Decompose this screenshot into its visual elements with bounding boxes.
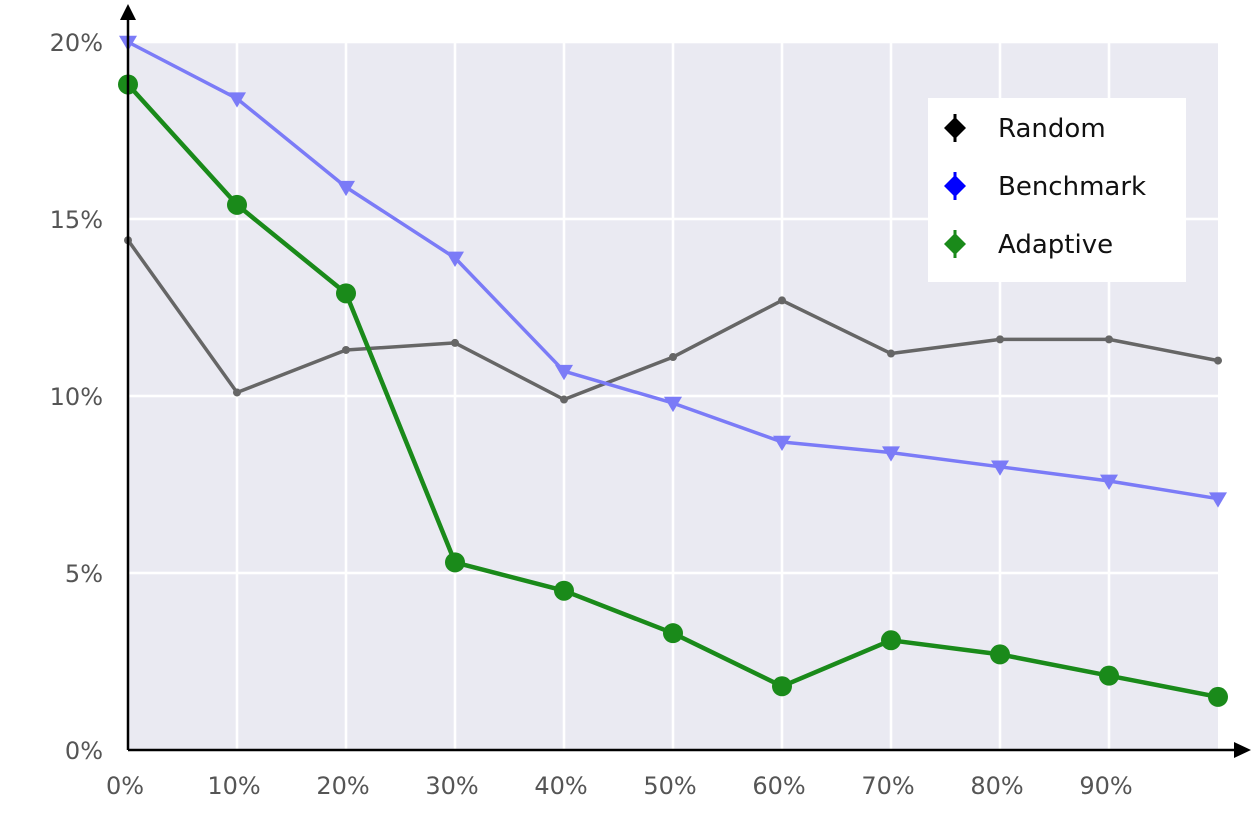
- benchmark-point-3: [446, 251, 464, 267]
- series-adaptive: [118, 74, 1228, 707]
- x-tick-label-4: 40%: [534, 772, 587, 800]
- adaptive-point-10: [1208, 686, 1228, 707]
- adaptive-point-9: [1099, 665, 1119, 686]
- random-point-2: [342, 345, 350, 354]
- x-tick-label-2: 20%: [316, 772, 369, 800]
- adaptive-point-5: [663, 623, 683, 644]
- x-tick-label-0: 0%: [106, 772, 144, 800]
- x-tick-label-5: 50%: [643, 772, 696, 800]
- benchmark-point-7: [882, 446, 900, 462]
- series-layer: [118, 35, 1228, 707]
- adaptive-point-8: [990, 644, 1010, 665]
- y-axis-arrow: [120, 4, 136, 20]
- y-tick-label-2: 10%: [50, 383, 103, 411]
- series-random: [124, 236, 1222, 404]
- benchmark-point-2: [337, 180, 355, 197]
- y-tick-label-4: 20%: [50, 29, 103, 57]
- x-axis-arrow: [1234, 742, 1251, 758]
- x-tick-label-9: 90%: [1079, 772, 1132, 800]
- series-benchmark: [119, 35, 1227, 508]
- adaptive-point-7: [881, 630, 901, 651]
- adaptive-point-4: [554, 580, 574, 601]
- x-tick-label-1: 10%: [207, 772, 260, 800]
- adaptive-point-6: [772, 676, 792, 697]
- tick-labels: 0% 10% 20% 30% 40% 50% 60% 70% 80% 90% 0% 5% 10% 15% 2…: [50, 29, 1133, 800]
- x-tick-label-6: 60%: [752, 772, 805, 800]
- adaptive-point-3: [445, 552, 465, 573]
- legend: Random Benchmark Adaptive: [928, 98, 1186, 282]
- adaptive-point-1: [227, 194, 247, 215]
- benchmark-point-5: [664, 396, 682, 413]
- y-tick-label-0: 0%: [65, 737, 103, 765]
- benchmark-point-1: [228, 92, 246, 108]
- random-point-5: [669, 353, 677, 362]
- legend-box: [928, 98, 1186, 282]
- random-point-8: [996, 335, 1004, 344]
- legend-label-adaptive: Adaptive: [998, 230, 1113, 260]
- x-tick-label-8: 80%: [970, 772, 1023, 800]
- y-tick-label-1: 5%: [65, 560, 103, 588]
- legend-marker-adaptive: [944, 233, 966, 255]
- random-point-7: [887, 349, 895, 358]
- legend-marker-benchmark: [944, 175, 966, 197]
- random-point-4: [560, 395, 568, 404]
- legend-label-benchmark: Benchmark: [998, 172, 1146, 202]
- x-tick-label-7: 70%: [861, 772, 914, 800]
- random-point-6: [778, 296, 786, 305]
- axes: [120, 4, 1251, 758]
- benchmark-point-8: [991, 460, 1009, 476]
- random-point-10: [1214, 356, 1222, 365]
- benchmark-point-10: [1209, 492, 1227, 508]
- x-tick-label-3: 30%: [425, 772, 478, 800]
- benchmark-point-9: [1100, 474, 1118, 490]
- random-point-1: [233, 388, 241, 397]
- adaptive-point-2: [336, 283, 356, 304]
- y-tick-label-3: 15%: [50, 206, 103, 234]
- benchmark-point-4: [555, 364, 573, 381]
- random-point-3: [451, 338, 459, 347]
- random-point-9: [1105, 335, 1113, 344]
- legend-label-random: Random: [998, 114, 1106, 144]
- legend-marker-random: [944, 117, 966, 139]
- benchmark-point-6: [773, 435, 791, 452]
